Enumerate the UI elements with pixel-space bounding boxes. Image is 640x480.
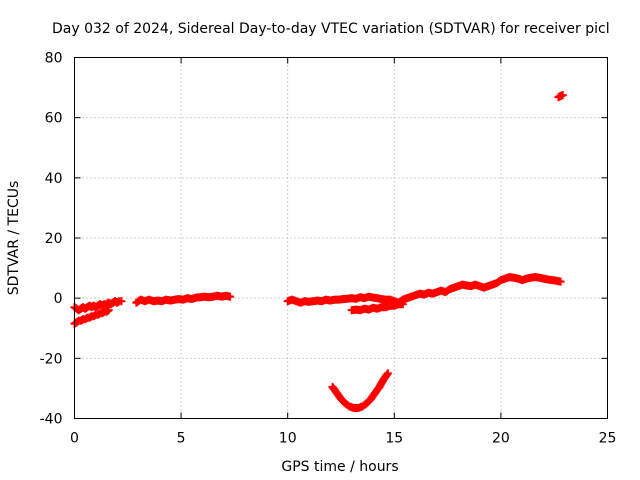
data-point <box>556 277 565 286</box>
data-point <box>226 292 235 301</box>
data-points <box>70 91 567 412</box>
x-tick-label: 10 <box>279 431 297 447</box>
axis-ticks: 0 5 10 15 20 25 -40 -20 0 20 40 60 80 <box>40 51 617 447</box>
y-tick-label: 80 <box>45 51 63 67</box>
data-point <box>383 369 392 378</box>
y-tick-label: -20 <box>40 351 63 367</box>
x-tick-label: 15 <box>385 431 403 447</box>
data-point <box>398 300 407 309</box>
x-tick-label: 25 <box>599 431 617 447</box>
y-axis-label: SDTVAR / TECUs <box>6 181 22 296</box>
data-point <box>104 306 113 315</box>
y-tick-label: 40 <box>45 171 63 187</box>
x-tick-label: 0 <box>70 431 79 447</box>
x-tick-label: 20 <box>492 431 510 447</box>
y-tick-label: 0 <box>54 291 63 307</box>
chart-title: Day 032 of 2024, Sidereal Day-to-day VTE… <box>52 21 610 37</box>
plot-frame <box>74 57 608 419</box>
data-point <box>558 91 567 100</box>
data-point <box>117 297 126 306</box>
y-tick-label: -40 <box>40 412 63 428</box>
x-axis-label: GPS time / hours <box>281 459 398 475</box>
y-tick-label: 20 <box>45 231 63 247</box>
y-tick-label: 60 <box>45 111 63 127</box>
x-tick-label: 5 <box>177 431 186 447</box>
grid-lines <box>74 57 608 419</box>
